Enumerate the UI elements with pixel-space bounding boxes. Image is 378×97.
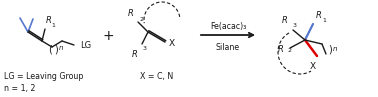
Text: R: R [46,16,52,25]
Text: ): ) [328,44,332,54]
Text: n: n [59,45,64,51]
Text: 3: 3 [293,23,297,28]
Text: X = C, N: X = C, N [140,72,173,81]
Text: ): ) [54,44,58,54]
Text: X: X [310,62,316,71]
Text: R: R [282,16,288,25]
Text: R: R [128,9,134,18]
Text: n = 1, 2: n = 1, 2 [4,84,36,93]
Text: 3: 3 [143,46,147,51]
Text: (: ( [48,44,52,54]
Text: R: R [316,11,322,20]
Text: n: n [333,46,338,52]
Text: R: R [132,50,138,59]
Text: LG = Leaving Group: LG = Leaving Group [4,72,84,81]
Text: +: + [102,29,114,43]
Text: 2: 2 [288,48,292,53]
Text: 1: 1 [51,23,55,28]
Text: R: R [278,45,284,55]
Text: 1: 1 [322,18,326,23]
Text: LG: LG [80,41,91,49]
Text: Silane: Silane [216,42,240,52]
Text: 2: 2 [140,17,144,22]
Text: Fe(acac)₃: Fe(acac)₃ [210,23,246,32]
Text: X: X [169,39,175,48]
